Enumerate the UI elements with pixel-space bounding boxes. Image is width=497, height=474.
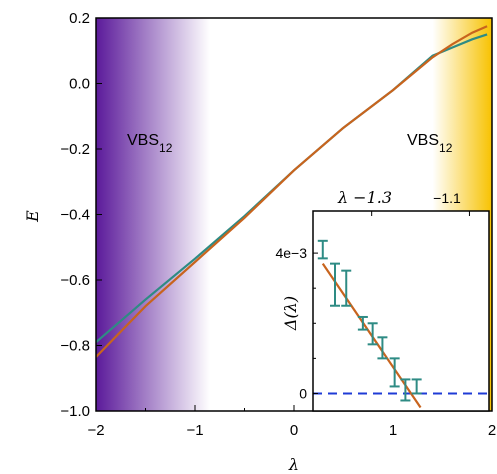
y-tick-label: −0.8 <box>60 338 90 355</box>
inset-error-bar <box>400 378 411 402</box>
inset-top-tick-right: −1.1 <box>433 190 461 206</box>
inset-error-bar <box>317 239 328 260</box>
x-tick-label: 0 <box>290 422 298 439</box>
inset-error-bar <box>411 378 422 395</box>
x-tick-label: −2 <box>87 422 104 439</box>
y-tick-label: −1.0 <box>60 403 90 420</box>
inset-frame <box>312 210 490 412</box>
inset-error-bar <box>377 336 388 360</box>
inset-error-bar <box>357 315 368 331</box>
x-tick-label: 1 <box>389 422 397 439</box>
phase-region-0 <box>96 18 210 411</box>
inset-top-label: λ −1.3 <box>337 188 392 207</box>
main-ylabel: E <box>23 210 42 223</box>
y-tick-label: −0.6 <box>60 272 90 289</box>
inset-error-bar <box>367 322 378 346</box>
phase-label-right: VBS12 <box>407 132 453 155</box>
inset-error-bar <box>330 262 340 307</box>
phase-left-sub: 12 <box>159 141 173 155</box>
inset-background <box>313 211 489 411</box>
inset-y-tick-label: 4e−3 <box>275 245 307 261</box>
x-tick-label: 2 <box>488 422 496 439</box>
series-line-1 <box>96 25 488 358</box>
inset-error-bar <box>341 269 352 307</box>
inset-top-label-text: λ −1.3 <box>337 188 392 207</box>
inset-error-bar <box>389 357 400 388</box>
phase-label-left: VBS12 <box>127 132 173 155</box>
y-tick-label: −0.4 <box>60 207 90 224</box>
inset-ylabel: Δ(λ) <box>281 296 300 331</box>
y-tick-label: 0.0 <box>69 76 90 93</box>
main-xlabel: λ <box>288 455 299 474</box>
y-tick-label: 0.2 <box>69 10 90 27</box>
phase-right-sub: 12 <box>439 141 453 155</box>
x-tick-label: −1 <box>186 422 203 439</box>
phase-left-main: VBS <box>127 132 159 149</box>
inset-y-tick-label: 0 <box>299 385 307 401</box>
phase-right-main: VBS <box>407 132 439 149</box>
y-tick-label: −0.2 <box>60 141 90 158</box>
